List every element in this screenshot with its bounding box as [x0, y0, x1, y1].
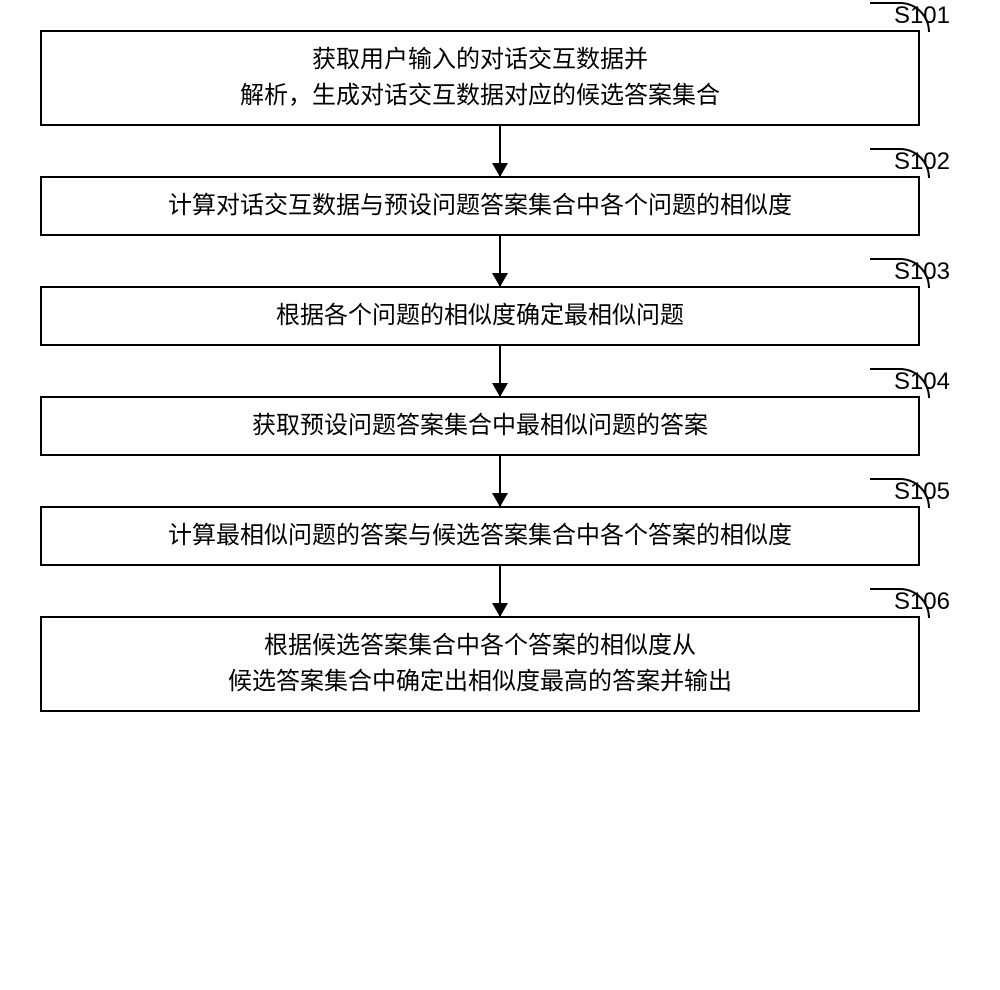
step-box-5: 计算最相似问题的答案与候选答案集合中各个答案的相似度	[40, 506, 920, 566]
step-label-1: S101	[894, 2, 950, 30]
step-wrapper-5: S105 计算最相似问题的答案与候选答案集合中各个答案的相似度	[40, 506, 960, 566]
step-box-4: 获取预设问题答案集合中最相似问题的答案	[40, 396, 920, 456]
step-text-5: 计算最相似问题的答案与候选答案集合中各个答案的相似度	[168, 518, 792, 554]
step-label-5: S105	[894, 478, 950, 506]
step-label-3: S103	[894, 258, 950, 286]
step-wrapper-1: S101 获取用户输入的对话交互数据并 解析，生成对话交互数据对应的候选答案集合	[40, 30, 960, 126]
step-text-1: 获取用户输入的对话交互数据并 解析，生成对话交互数据对应的候选答案集合	[240, 42, 720, 114]
step-box-2: 计算对话交互数据与预设问题答案集合中各个问题的相似度	[40, 176, 920, 236]
step-label-4: S104	[894, 368, 950, 396]
arrow-3	[499, 346, 501, 396]
step-text-3: 根据各个问题的相似度确定最相似问题	[276, 298, 684, 334]
step-text-2: 计算对话交互数据与预设问题答案集合中各个问题的相似度	[168, 188, 792, 224]
step-text-4: 获取预设问题答案集合中最相似问题的答案	[252, 408, 708, 444]
flowchart-container: S101 获取用户输入的对话交互数据并 解析，生成对话交互数据对应的候选答案集合…	[40, 30, 960, 712]
step-wrapper-4: S104 获取预设问题答案集合中最相似问题的答案	[40, 396, 960, 456]
arrow-1	[499, 126, 501, 176]
step-text-6: 根据候选答案集合中各个答案的相似度从 候选答案集合中确定出相似度最高的答案并输出	[228, 628, 732, 700]
step-wrapper-3: S103 根据各个问题的相似度确定最相似问题	[40, 286, 960, 346]
step-wrapper-6: S106 根据候选答案集合中各个答案的相似度从 候选答案集合中确定出相似度最高的…	[40, 616, 960, 712]
arrow-4	[499, 456, 501, 506]
step-box-6: 根据候选答案集合中各个答案的相似度从 候选答案集合中确定出相似度最高的答案并输出	[40, 616, 920, 712]
step-box-3: 根据各个问题的相似度确定最相似问题	[40, 286, 920, 346]
arrow-5	[499, 566, 501, 616]
arrow-2	[499, 236, 501, 286]
step-label-2: S102	[894, 148, 950, 176]
step-label-6: S106	[894, 588, 950, 616]
step-box-1: 获取用户输入的对话交互数据并 解析，生成对话交互数据对应的候选答案集合	[40, 30, 920, 126]
step-wrapper-2: S102 计算对话交互数据与预设问题答案集合中各个问题的相似度	[40, 176, 960, 236]
